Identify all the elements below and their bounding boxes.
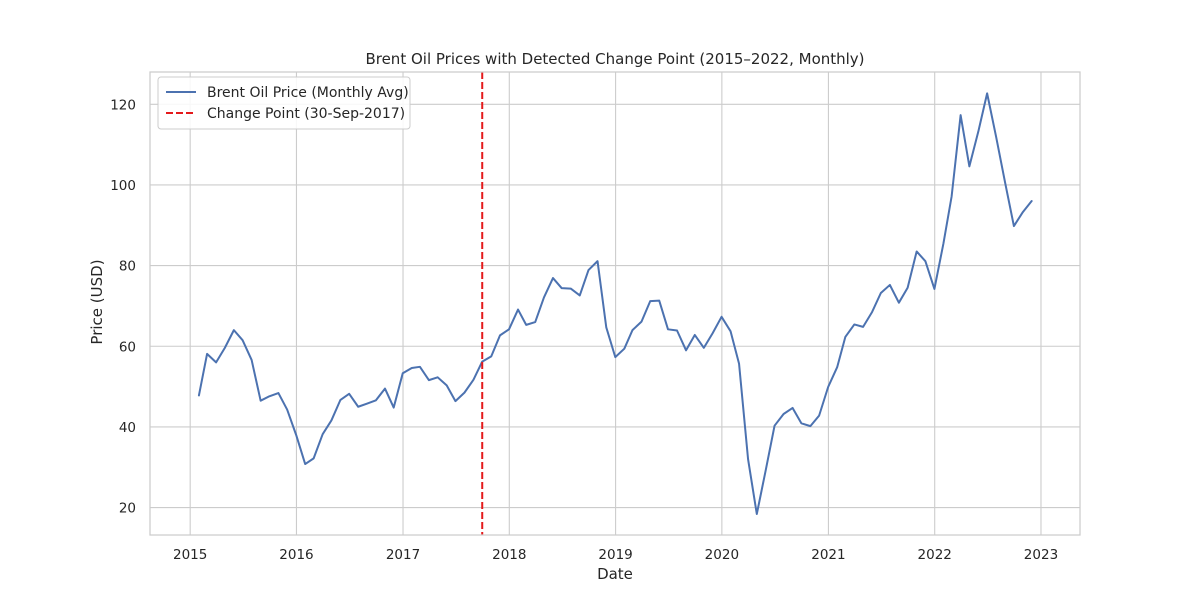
plot-frame: [149, 71, 1081, 536]
x-tick-labels: 2015 2016 2017 2018 2019 2020 2021 2022 2023: [173, 547, 1058, 563]
x-tick-label: 2017: [386, 547, 420, 563]
x-tick-label: 2021: [811, 547, 845, 563]
y-tick-label: 80: [119, 259, 136, 275]
legend-label-change-point: Change Point (30-Sep-2017): [207, 106, 405, 122]
legend-box: [157, 76, 411, 130]
x-tick-label: 2022: [918, 547, 952, 563]
chart-title: Brent Oil Prices with Detected Change Po…: [365, 50, 864, 68]
y-tick-label: 20: [119, 501, 136, 517]
legend-label-price: Brent Oil Price (Monthly Avg): [207, 85, 409, 101]
y-tick-labels: 20 40 60 80 100 120: [110, 97, 136, 516]
x-tick-label: 2015: [173, 547, 207, 563]
series-layer: [197, 72, 1033, 535]
legend: Brent Oil Price (Monthly Avg) Change Poi…: [157, 76, 411, 130]
series-line-brent-oil-price: [197, 92, 1033, 516]
y-tick-label: 60: [119, 339, 136, 355]
y-axis-label: Price (USD): [88, 259, 106, 344]
x-tick-label: 2023: [1024, 547, 1058, 563]
x-tick-label: 2019: [598, 547, 632, 563]
y-tick-label: 120: [110, 97, 136, 113]
x-axis-label: Date: [597, 565, 633, 583]
y-tick-label: 40: [119, 420, 136, 436]
y-tick-label: 100: [110, 178, 136, 194]
x-tick-label: 2018: [492, 547, 526, 563]
grid: [150, 72, 1080, 535]
x-tick-label: 2016: [279, 547, 313, 563]
x-tick-label: 2020: [705, 547, 739, 563]
